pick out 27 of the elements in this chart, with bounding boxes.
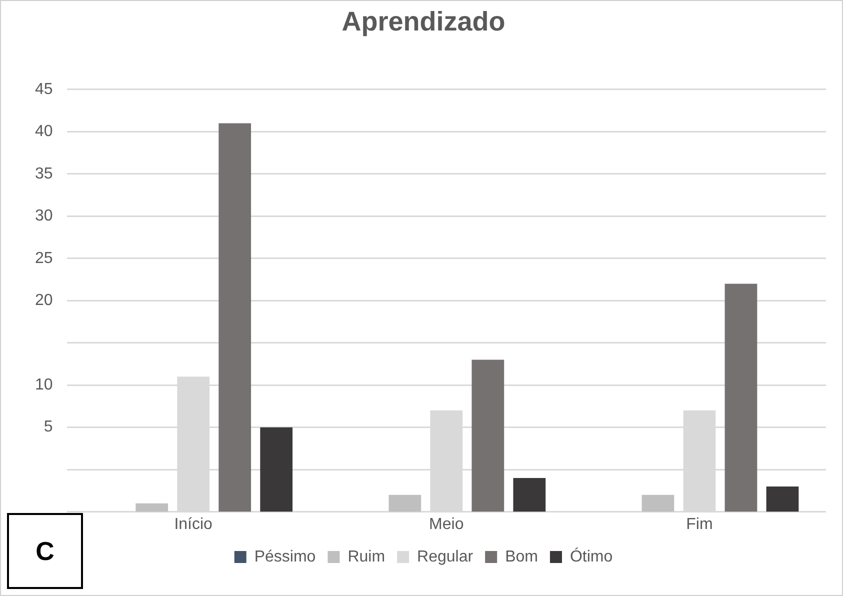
bar [766, 486, 799, 512]
chart-title: Aprendizado [342, 6, 506, 37]
legend-label: Bom [505, 548, 538, 566]
y-tick-label: 25 [35, 250, 53, 267]
text: C [7, 513, 83, 589]
x-tick-label: Início [174, 516, 213, 533]
bar [136, 503, 168, 512]
x-tick-label: Fim [686, 516, 713, 533]
legend-label: Ruim [348, 548, 386, 566]
legend-label: Ótimo [570, 547, 613, 566]
y-tick-label: 45 [35, 80, 53, 98]
x-tick-label: Meio [429, 516, 464, 533]
legend-label: Regular [417, 548, 474, 566]
y-tick-label: 30 [35, 208, 53, 225]
bar [513, 478, 546, 512]
bar [388, 494, 422, 512]
y-tick-label: 10 [35, 376, 53, 394]
y-tick-label: 5 [44, 418, 53, 436]
bar [218, 123, 252, 512]
bar [724, 284, 758, 512]
y-tick-label: 40 [35, 123, 53, 140]
y-tick-label: 20 [35, 292, 53, 310]
bar [472, 360, 504, 512]
legend-label: Péssimo [254, 548, 316, 566]
bar [260, 427, 293, 512]
y-tick-label: 35 [35, 165, 53, 182]
bar [642, 494, 674, 512]
